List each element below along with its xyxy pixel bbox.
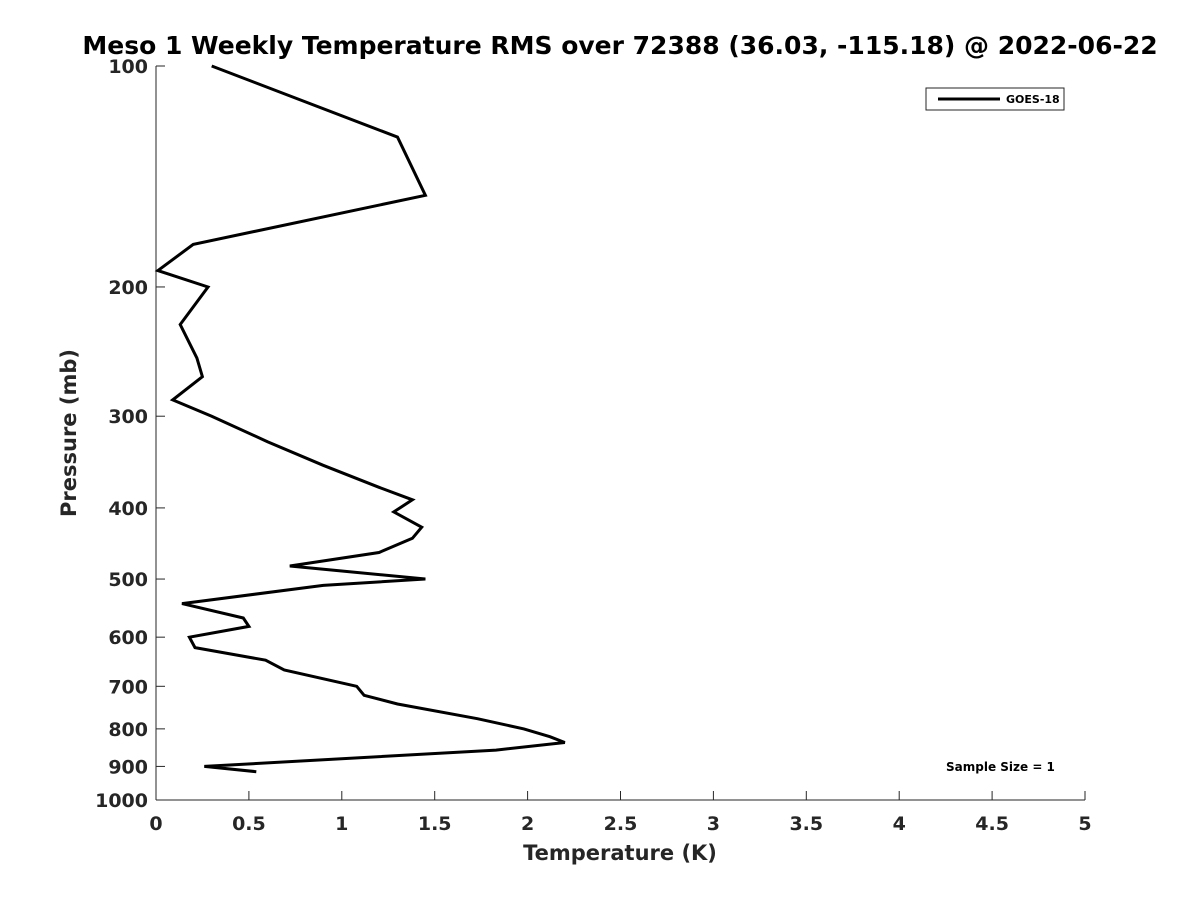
chart-title: Meso 1 Weekly Temperature RMS over 72388… <box>82 31 1157 60</box>
legend-label: GOES-18 <box>1006 93 1060 106</box>
y-tick-label: 100 <box>108 56 148 78</box>
sample-size-annotation: Sample Size = 1 <box>946 760 1055 774</box>
y-axis-label: Pressure (mb) <box>57 349 81 517</box>
y-tick-label: 800 <box>108 719 148 741</box>
x-tick-label: 2 <box>521 813 534 835</box>
y-tick-label: 500 <box>108 569 148 591</box>
x-tick-label: 0.5 <box>232 813 266 835</box>
y-tick-label: 900 <box>108 756 148 778</box>
y-tick-label: 400 <box>108 498 148 520</box>
x-axis-label: Temperature (K) <box>523 841 717 865</box>
x-tick-label: 1 <box>335 813 348 835</box>
x-tick-label: 3.5 <box>789 813 823 835</box>
series-line <box>154 64 566 774</box>
x-tick-label: 5 <box>1078 813 1091 835</box>
y-tick-label: 300 <box>108 406 148 428</box>
y-tick-label: 200 <box>108 277 148 299</box>
x-tick-label: 4.5 <box>975 813 1009 835</box>
series-group <box>154 64 566 774</box>
legend: GOES-18 <box>925 87 1065 111</box>
y-tick-label: 700 <box>108 676 148 698</box>
x-tick-label: 2.5 <box>604 813 638 835</box>
x-tick-label: 0 <box>149 813 162 835</box>
x-tick-label: 4 <box>893 813 906 835</box>
x-ticks: 0 0.5 1 1.5 2 2.5 3 3.5 4 4.5 5 <box>149 791 1092 835</box>
x-tick-label: 3 <box>707 813 720 835</box>
y-ticks: 100 200 300 400 500 600 700 800 900 1000 <box>95 56 165 812</box>
y-tick-label: 1000 <box>95 790 148 812</box>
x-tick-label: 1.5 <box>418 813 452 835</box>
y-tick-label: 600 <box>108 627 148 649</box>
